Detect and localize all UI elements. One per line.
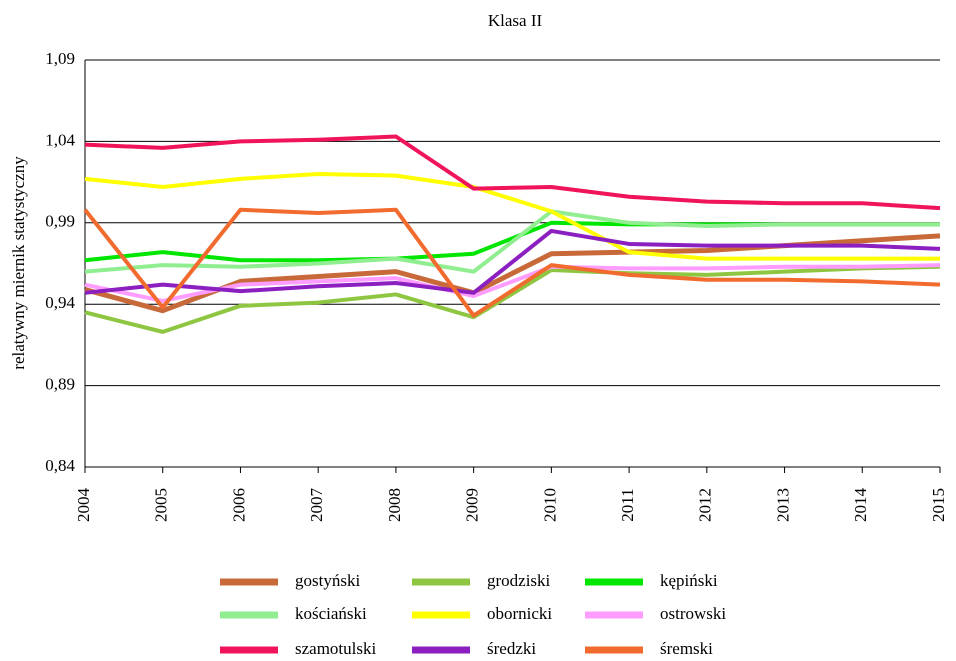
x-tick-label: 2009 <box>463 488 482 522</box>
y-tick-label: 0,89 <box>45 375 75 394</box>
series-line <box>84 264 941 334</box>
chart-title: Klasa II <box>488 11 543 30</box>
series-line <box>84 134 941 211</box>
legend-label: śremski <box>660 639 713 658</box>
x-tick-label: 2013 <box>773 488 792 522</box>
legend-label: gostyński <box>295 571 360 590</box>
x-tick-label: 2012 <box>696 488 715 522</box>
legend-label: obornicki <box>487 604 552 623</box>
series-line <box>84 209 940 274</box>
x-tick-label: 2008 <box>385 488 404 522</box>
x-tick-label: 2007 <box>307 488 326 523</box>
legend-label: ostrowski <box>660 604 726 623</box>
x-tick-label: 2006 <box>229 488 248 522</box>
legend-label: szamotulski <box>295 639 376 658</box>
series-line <box>84 171 940 261</box>
y-tick-label: 1,09 <box>45 49 75 68</box>
y-tick-label: 0,84 <box>45 456 75 475</box>
x-tick-label: 2011 <box>618 488 637 521</box>
legend-label: średzki <box>487 639 536 658</box>
x-tick-label: 2010 <box>540 488 559 522</box>
legend-label: grodziski <box>487 571 551 590</box>
series-line <box>84 228 941 295</box>
series-line <box>83 207 941 318</box>
y-axis-label: relatywny miernik statystyczny <box>9 156 28 370</box>
y-tick-label: 1,04 <box>45 130 75 149</box>
x-tick-label: 2004 <box>74 488 93 523</box>
legend-label: kościański <box>295 604 367 623</box>
x-tick-label: 2014 <box>851 488 870 523</box>
x-tick-label: 2005 <box>152 488 171 522</box>
series-line <box>84 263 941 303</box>
legend-label: kępiński <box>660 571 718 590</box>
y-tick-label: 0,94 <box>45 293 75 312</box>
y-tick-label: 0,99 <box>45 212 75 231</box>
x-tick-label: 2015 <box>929 488 948 522</box>
